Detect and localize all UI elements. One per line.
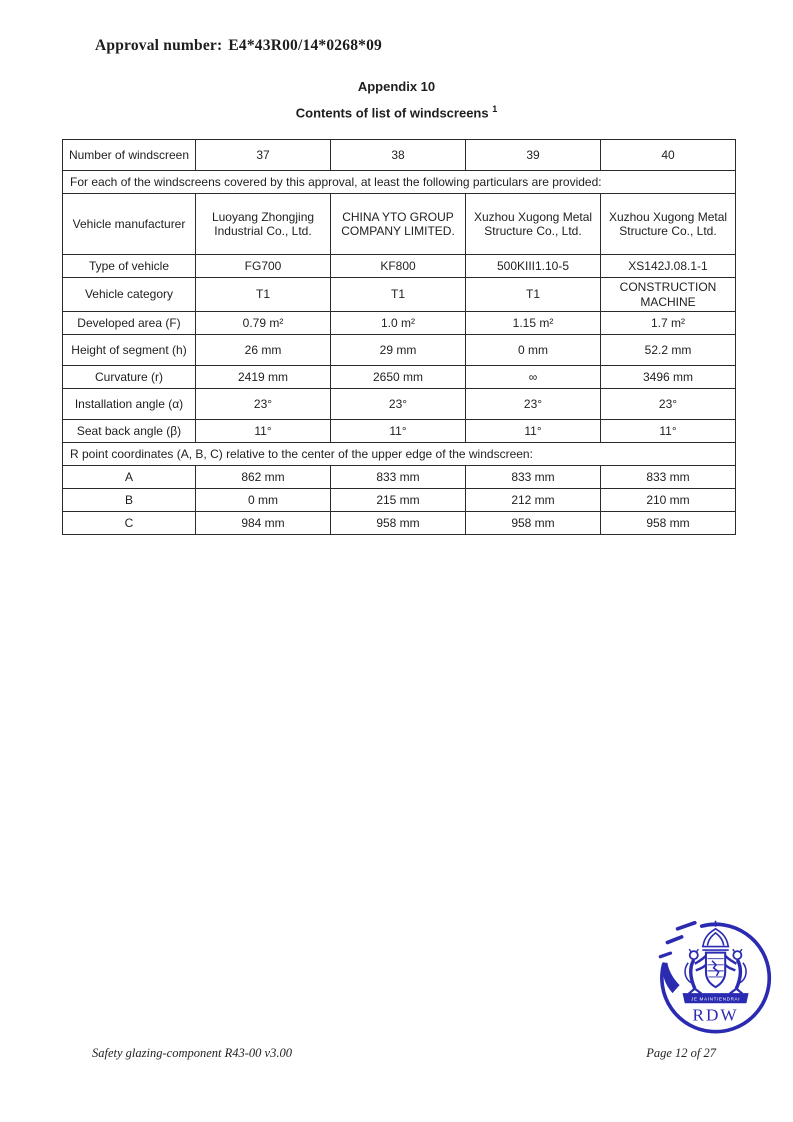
table-cell: T1 — [465, 277, 601, 312]
table-cell: 29 mm — [330, 334, 466, 366]
table-cell: 984 mm — [195, 511, 331, 535]
table-row: Vehicle category T1 T1 T1 CONSTRUCTION M… — [62, 277, 736, 312]
approval-number: Approval number: E4*43R00/14*0268*09 — [95, 37, 382, 55]
table-cell: 11° — [330, 419, 466, 443]
table-cell: 23° — [195, 388, 331, 420]
table-cell: 2650 mm — [330, 365, 466, 389]
row-label: Vehicle category — [62, 277, 196, 312]
row-label: Curvature (r) — [62, 365, 196, 389]
table-cell: 1.0 m² — [330, 311, 466, 335]
table-cell: 0 mm — [195, 488, 331, 512]
table-cell: 210 mm — [600, 488, 736, 512]
table-row: Vehicle manufacturer Luoyang Zhongjing I… — [62, 193, 736, 255]
page-title: Appendix 10 Contents of list of windscre… — [0, 79, 793, 120]
table-cell: FG700 — [195, 254, 331, 278]
table-note: For each of the windscreens covered by t… — [62, 170, 736, 194]
rdw-wordmark: RDW — [692, 1006, 738, 1025]
table-cell: 23° — [465, 388, 601, 420]
rdw-stamp-logo: JE MAINTIENDRAI RDW — [634, 915, 786, 1045]
table-cell: Luoyang Zhongjing Industrial Co., Ltd. — [195, 193, 331, 255]
table-cell: 215 mm — [330, 488, 466, 512]
table-row: Height of segment (h) 26 mm 29 mm 0 mm 5… — [62, 334, 736, 366]
approval-number-value: E4*43R00/14*0268*09 — [228, 37, 382, 54]
footer-document-version: Safety glazing-component R43-00 v3.00 — [92, 1046, 292, 1060]
table-cell: 958 mm — [330, 511, 466, 535]
table-cell: 23° — [600, 388, 736, 420]
table-cell: T1 — [330, 277, 466, 312]
column-header: 37 — [195, 139, 331, 171]
table-cell: T1 — [195, 277, 331, 312]
row-label: Installation angle (α) — [62, 388, 196, 420]
stamp-circle-icon — [660, 922, 772, 1034]
footer-page-number: Page 12 of 27 — [646, 1046, 716, 1060]
column-header: 40 — [600, 139, 736, 171]
lion-supporter-icon — [684, 948, 707, 995]
table-cell: 833 mm — [330, 465, 466, 489]
footnote-reference: 1 — [492, 104, 498, 114]
stamp-wedge-icon — [662, 962, 680, 994]
table-cell: 26 mm — [195, 334, 331, 366]
table-cell: 11° — [465, 419, 601, 443]
table-cell: 958 mm — [465, 511, 601, 535]
table-cell: 0 mm — [465, 334, 601, 366]
row-label: Height of segment (h) — [62, 334, 196, 366]
table-cell: XS142J.08.1-1 — [600, 254, 736, 278]
shield-icon — [704, 951, 727, 989]
table-cell: 52.2 mm — [600, 334, 736, 366]
table-cell: 3496 mm — [600, 365, 736, 389]
table-row: C 984 mm 958 mm 958 mm 958 mm — [62, 511, 736, 535]
table-cell: 23° — [330, 388, 466, 420]
table-cell: 958 mm — [600, 511, 736, 535]
table-cell: 1.7 m² — [600, 311, 736, 335]
row-label: Type of vehicle — [62, 254, 196, 278]
table-cell: 833 mm — [465, 465, 601, 489]
rdw-stamp-graphic: JE MAINTIENDRAI RDW — [658, 920, 772, 1034]
row-label: Developed area (F) — [62, 311, 196, 335]
table-cell: KF800 — [330, 254, 466, 278]
column-header: 38 — [330, 139, 466, 171]
table-cell: 11° — [600, 419, 736, 443]
table-cell: CONSTRUCTION MACHINE — [600, 277, 736, 312]
motto-text: JE MAINTIENDRAI — [691, 996, 740, 1001]
table-cell: 11° — [195, 419, 331, 443]
table-row: A 862 mm 833 mm 833 mm 833 mm — [62, 465, 736, 489]
crown-icon — [701, 920, 730, 951]
table-row: Seat back angle (β) 11° 11° 11° 11° — [62, 419, 736, 443]
table-cell: 862 mm — [195, 465, 331, 489]
table-cell: Xuzhou Xugong Metal Structure Co., Ltd. — [600, 193, 736, 255]
row-label: C — [62, 511, 196, 535]
table-row: Type of vehicle FG700 KF800 500KIII1.10-… — [62, 254, 736, 278]
motto-banner: JE MAINTIENDRAI — [682, 993, 749, 1004]
table-cell: ∞ — [465, 365, 601, 389]
appendix-title: Appendix 10 — [357, 79, 436, 94]
row-label: Seat back angle (β) — [62, 419, 196, 443]
table-cell: 212 mm — [465, 488, 601, 512]
row-label: B — [62, 488, 196, 512]
table-cell: CHINA YTO GROUP COMPANY LIMITED. — [330, 193, 466, 255]
stamp-speed-dashes-icon — [658, 920, 697, 959]
table-note-row: R point coordinates (A, B, C) relative t… — [62, 442, 736, 466]
table-row: Installation angle (α) 23° 23° 23° 23° — [62, 388, 736, 420]
table-cell: 500KIII1.10-5 — [465, 254, 601, 278]
page-footer: Safety glazing-component R43-00 v3.00 Pa… — [92, 1046, 716, 1061]
table-cell: 833 mm — [600, 465, 736, 489]
table-cell: Xuzhou Xugong Metal Structure Co., Ltd. — [465, 193, 601, 255]
row-label: Vehicle manufacturer — [62, 193, 196, 255]
table-header-row: Number of windscreen 37 38 39 40 — [62, 139, 736, 171]
table-cell: 2419 mm — [195, 365, 331, 389]
r-point-note: R point coordinates (A, B, C) relative t… — [62, 442, 736, 466]
table-note-row: For each of the windscreens covered by t… — [62, 170, 736, 194]
windscreen-table: Number of windscreen 37 38 39 40 For eac… — [62, 139, 736, 535]
approval-number-label: Approval number: — [95, 37, 223, 54]
table-row: B 0 mm 215 mm 212 mm 210 mm — [62, 488, 736, 512]
table-row: Developed area (F) 0.79 m² 1.0 m² 1.15 m… — [62, 311, 736, 335]
row-label: Number of windscreen — [62, 139, 196, 171]
table-cell: 1.15 m² — [465, 311, 601, 335]
subtitle: Contents of list of windscreens 1 — [295, 104, 498, 121]
column-header: 39 — [465, 139, 601, 171]
table-row: Curvature (r) 2419 mm 2650 mm ∞ 3496 mm — [62, 365, 736, 389]
table-cell: 0.79 m² — [195, 311, 331, 335]
row-label: A — [62, 465, 196, 489]
